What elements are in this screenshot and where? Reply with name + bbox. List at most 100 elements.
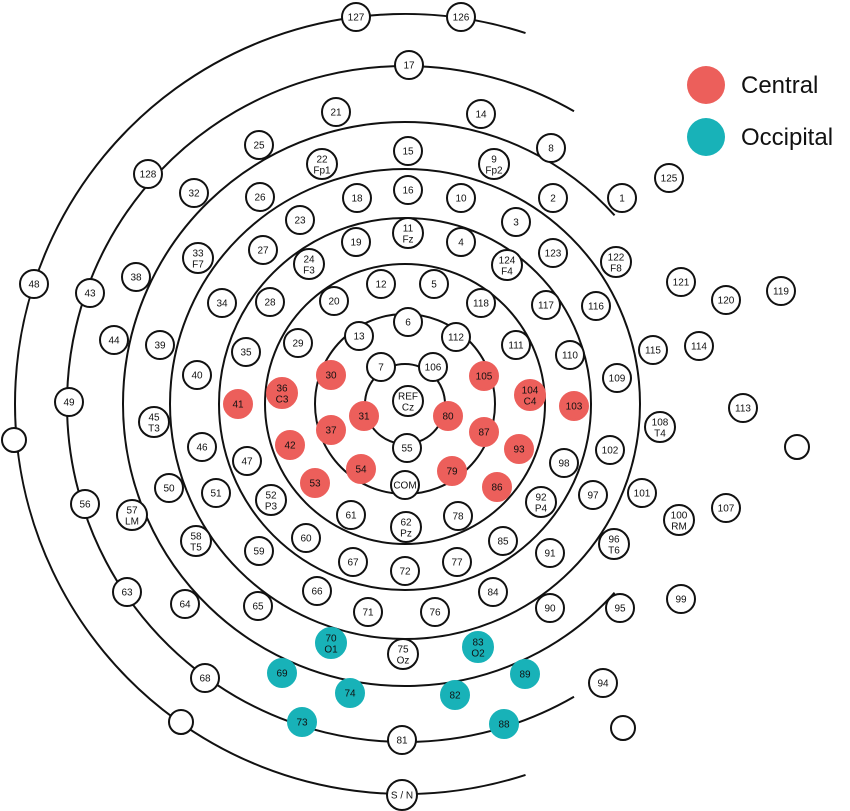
electrode-67: 67 <box>338 547 368 577</box>
electrode-marker <box>536 133 566 163</box>
electrode-marker <box>531 290 561 320</box>
legend-swatch <box>687 66 725 104</box>
electrode-label: 36 <box>276 384 288 395</box>
electrode-label: REF <box>398 392 418 403</box>
electrode-label: 64 <box>179 600 191 611</box>
electrode-label: 68 <box>199 674 211 685</box>
electrode-position-label: F8 <box>610 264 622 275</box>
electrode-114: 114 <box>684 331 714 361</box>
electrode-label: 118 <box>473 299 489 310</box>
electrode-32: 32 <box>179 178 209 208</box>
electrode-label: 77 <box>451 558 463 569</box>
electrode-marker <box>387 638 419 670</box>
electrode-label: 126 <box>453 13 470 24</box>
electrode-40: 40 <box>182 360 212 390</box>
electrode-51: 51 <box>201 478 231 508</box>
electrode-marker <box>392 385 424 417</box>
electrode-marker <box>316 360 346 390</box>
electrode-marker <box>341 227 371 257</box>
electrode-64: 64 <box>170 589 200 619</box>
electrode-marker <box>446 2 476 32</box>
electrode-marker <box>300 468 330 498</box>
electrode-label: 97 <box>587 491 599 502</box>
electrode-label: 107 <box>718 504 735 515</box>
electrode-marker <box>180 525 212 557</box>
electrode-marker <box>248 235 278 265</box>
electrode-marker <box>491 249 523 281</box>
electrode-74: 74 <box>335 678 365 708</box>
electrode-label: 31 <box>358 412 370 423</box>
electrode-label: 33 <box>192 249 204 260</box>
electrode-label: 2 <box>550 194 556 205</box>
electrode-marker <box>1 427 27 453</box>
electrode-label: 46 <box>196 443 208 454</box>
electrode-2: 2 <box>538 183 568 213</box>
electrode-84: 84 <box>478 577 508 607</box>
electrode-marker <box>644 411 676 443</box>
electrode-label: 67 <box>347 558 359 569</box>
electrode-65: 65 <box>243 591 273 621</box>
electrode-label: 28 <box>264 298 276 309</box>
electrode-label: 75 <box>397 645 409 656</box>
electrode-marker <box>654 163 684 193</box>
electrode-87: 87 <box>469 417 499 447</box>
electrode-99: 99 <box>666 584 696 614</box>
electrode-label: 87 <box>478 428 490 439</box>
electrode-label: S / N <box>391 791 413 802</box>
electrode-119: 119 <box>766 276 796 306</box>
electrode-marker <box>255 484 287 516</box>
electrode-label: 43 <box>84 289 96 300</box>
electrode-label: 61 <box>345 511 357 522</box>
electrode-label: 74 <box>344 689 356 700</box>
legend-label: Central <box>741 72 818 99</box>
electrode-6: 6 <box>393 307 423 337</box>
electrode-29: 29 <box>283 328 313 358</box>
electrode-ring <box>122 121 616 687</box>
electrode-label: COM <box>393 481 416 492</box>
electrode-120: 120 <box>711 285 741 315</box>
electrode-marker <box>504 434 534 464</box>
electrode-label: 113 <box>735 404 751 415</box>
electrode-label: 78 <box>452 512 464 523</box>
electrode-label: 8 <box>548 144 554 155</box>
electrode-label: 101 <box>634 489 651 500</box>
electrode-marker <box>302 576 332 606</box>
electrode-5: 5 <box>419 269 449 299</box>
electrode-14: 14 <box>466 99 496 129</box>
electrode-marker <box>293 248 325 280</box>
electrode-unlabeled <box>610 715 636 741</box>
electrode-label: 37 <box>325 426 337 437</box>
electrode-label: 44 <box>108 336 120 347</box>
electrode-61: 61 <box>336 500 366 530</box>
electrode-position-label: F4 <box>501 267 513 278</box>
electrode-label: 96 <box>608 535 620 546</box>
electrode-marker <box>549 448 579 478</box>
electrode-marker <box>442 547 472 577</box>
electrode-label: 117 <box>538 301 554 312</box>
electrode-label: 109 <box>609 374 626 385</box>
electrode-49: 49 <box>54 387 84 417</box>
electrode-position-label: P3 <box>265 502 278 513</box>
electrode-position-label: F7 <box>192 260 204 271</box>
electrode-label: 128 <box>140 170 157 181</box>
electrode-marker <box>287 707 317 737</box>
electrode-127: 127 <box>341 2 371 32</box>
electrode-34: 34 <box>207 288 237 318</box>
electrode-label: 42 <box>284 441 296 452</box>
electrode-marker <box>728 393 758 423</box>
electrode-marker <box>482 472 512 502</box>
electrode-79: 79 <box>437 456 467 486</box>
electrode-label: 29 <box>292 339 304 350</box>
legend-swatch <box>687 118 725 156</box>
electrode-76: 76 <box>420 597 450 627</box>
electrode-marker <box>478 148 510 180</box>
electrode-position-label: Oz <box>397 656 410 667</box>
electrode-35: 35 <box>231 337 261 367</box>
electrode-label: 50 <box>163 484 175 495</box>
